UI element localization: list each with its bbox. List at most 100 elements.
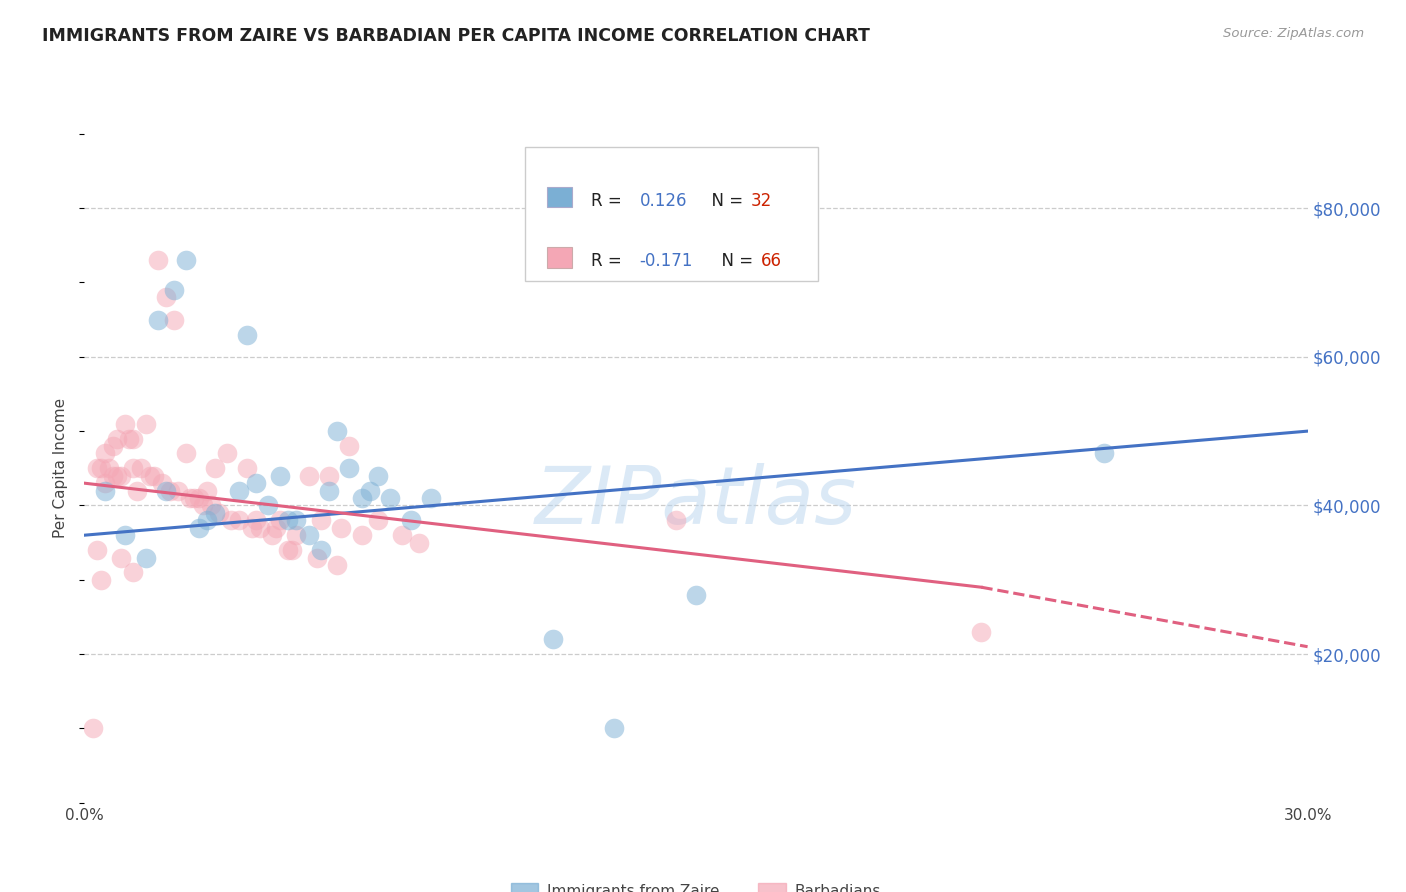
Point [367,468,389,483]
Point [309,513,332,527]
Point [245,513,267,527]
Point [228,513,250,527]
Point [281,543,304,558]
Point [183,491,205,505]
Point [110,468,132,483]
Point [155,290,177,304]
Point [420,491,443,505]
Point [122,566,145,580]
Point [285,528,308,542]
Point [219,513,242,527]
Text: IMMIGRANTS FROM ZAIRE VS BARBADIAN PER CAPITA INCOME CORRELATION CHART: IMMIGRANTS FROM ZAIRE VS BARBADIAN PER C… [42,27,870,45]
Point [200,499,222,513]
Point [298,468,321,483]
Point [176,446,198,460]
Point [269,468,291,483]
Point [187,491,209,505]
Point [277,513,299,527]
Point [309,543,332,558]
Point [665,513,688,527]
Point [82,722,104,736]
Point [131,461,153,475]
Point [167,483,190,498]
Point [330,521,353,535]
Point [685,588,707,602]
Point [217,446,239,460]
Bar [547,247,572,268]
Point [195,483,218,498]
Point [118,432,141,446]
Point [236,461,259,475]
Point [350,528,373,542]
Point [305,550,328,565]
Point [285,513,308,527]
Point [146,312,169,326]
Point [380,491,402,505]
Point [260,528,283,542]
Y-axis label: Per Capita Income: Per Capita Income [53,398,69,539]
Point [150,476,173,491]
Bar [547,186,572,208]
Point [269,513,291,527]
Point [163,283,186,297]
Point [399,513,422,527]
Point [138,468,160,483]
Text: N =: N = [710,252,758,270]
Point [105,468,128,483]
Point [179,491,201,505]
Text: ZIPatlas: ZIPatlas [534,463,858,541]
Text: -0.171: -0.171 [640,252,693,270]
Text: 66: 66 [761,252,782,270]
Point [135,550,157,565]
Point [146,253,169,268]
Legend: Immigrants from Zaire, Barbadians: Immigrants from Zaire, Barbadians [505,878,887,892]
Point [187,521,209,535]
Point [339,439,361,453]
Point [90,573,112,587]
Text: Source: ZipAtlas.com: Source: ZipAtlas.com [1223,27,1364,40]
Point [367,513,389,527]
Point [277,543,299,558]
Point [93,476,117,491]
Point [350,491,373,505]
Point [93,446,117,460]
Point [195,513,218,527]
Point [240,521,263,535]
Text: N =: N = [700,192,748,210]
Point [204,506,226,520]
Point [543,632,565,647]
Point [391,528,413,542]
Point [298,528,321,542]
Point [127,483,149,498]
Point [93,483,117,498]
Point [318,483,340,498]
Point [101,439,124,453]
Text: R =: R = [591,192,627,210]
Point [135,417,157,431]
Point [114,528,136,542]
Point [359,483,381,498]
Point [264,521,287,535]
Point [318,468,340,483]
Point [97,461,120,475]
Point [245,476,267,491]
Point [339,461,361,475]
Text: R =: R = [591,252,627,270]
Point [176,253,198,268]
Point [159,483,181,498]
Point [101,468,124,483]
Point [90,461,112,475]
Point [236,327,259,342]
Point [110,550,132,565]
Point [603,722,626,736]
Bar [524,147,818,281]
Point [122,432,145,446]
Point [257,499,280,513]
Point [86,461,108,475]
Point [86,543,108,558]
Point [191,499,214,513]
Point [204,461,226,475]
Point [1092,446,1115,460]
Point [249,521,271,535]
Point [105,432,128,446]
